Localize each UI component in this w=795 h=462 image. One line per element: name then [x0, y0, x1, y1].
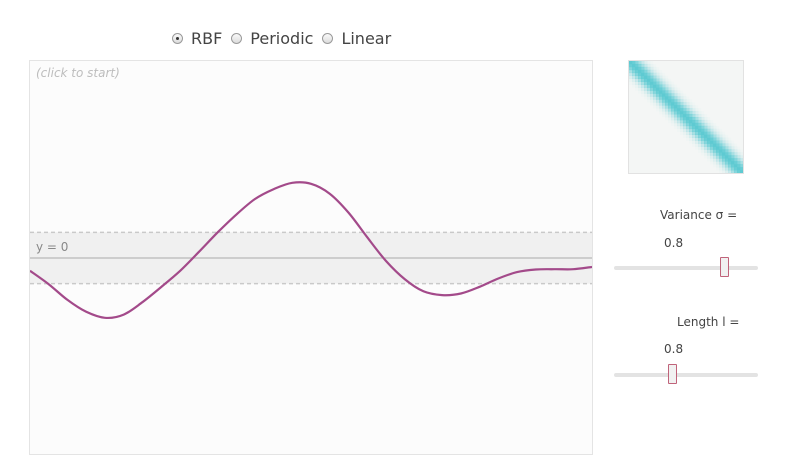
periodic-label: Periodic — [250, 28, 314, 48]
sample-plot-svg — [30, 181, 592, 320]
sample-plot-area[interactable]: (click to start) y = 0 — [29, 60, 593, 455]
length-value: 0.8 — [664, 342, 684, 356]
covariance-matrix-image — [629, 61, 743, 173]
variance-slider-thumb[interactable] — [719, 257, 729, 277]
rbf-label: RBF — [191, 28, 223, 48]
variance-label: Variance σ = — [660, 208, 738, 222]
kernel-selector: RBF Periodic Linear — [172, 26, 400, 50]
length-label: Length l = — [677, 315, 740, 329]
variance-value: 0.8 — [664, 236, 684, 250]
kernel-option-periodic[interactable]: Periodic — [231, 29, 313, 48]
linear-label: Linear — [341, 28, 392, 48]
length-slider-thumb[interactable] — [668, 364, 678, 384]
click-to-start-hint: (click to start) — [36, 66, 120, 80]
gp-sample-curve — [30, 181, 592, 320]
variance-slider[interactable] — [614, 257, 758, 277]
linear-radio[interactable] — [322, 32, 334, 44]
periodic-radio[interactable] — [231, 32, 243, 44]
zero-line-label: y = 0 — [36, 240, 69, 254]
kernel-option-linear[interactable]: Linear — [322, 29, 391, 48]
length-slider[interactable] — [614, 364, 758, 384]
kernel-option-rbf[interactable]: RBF — [172, 29, 222, 48]
covariance-matrix-thumbnail — [628, 60, 744, 174]
rbf-radio[interactable] — [172, 32, 183, 44]
